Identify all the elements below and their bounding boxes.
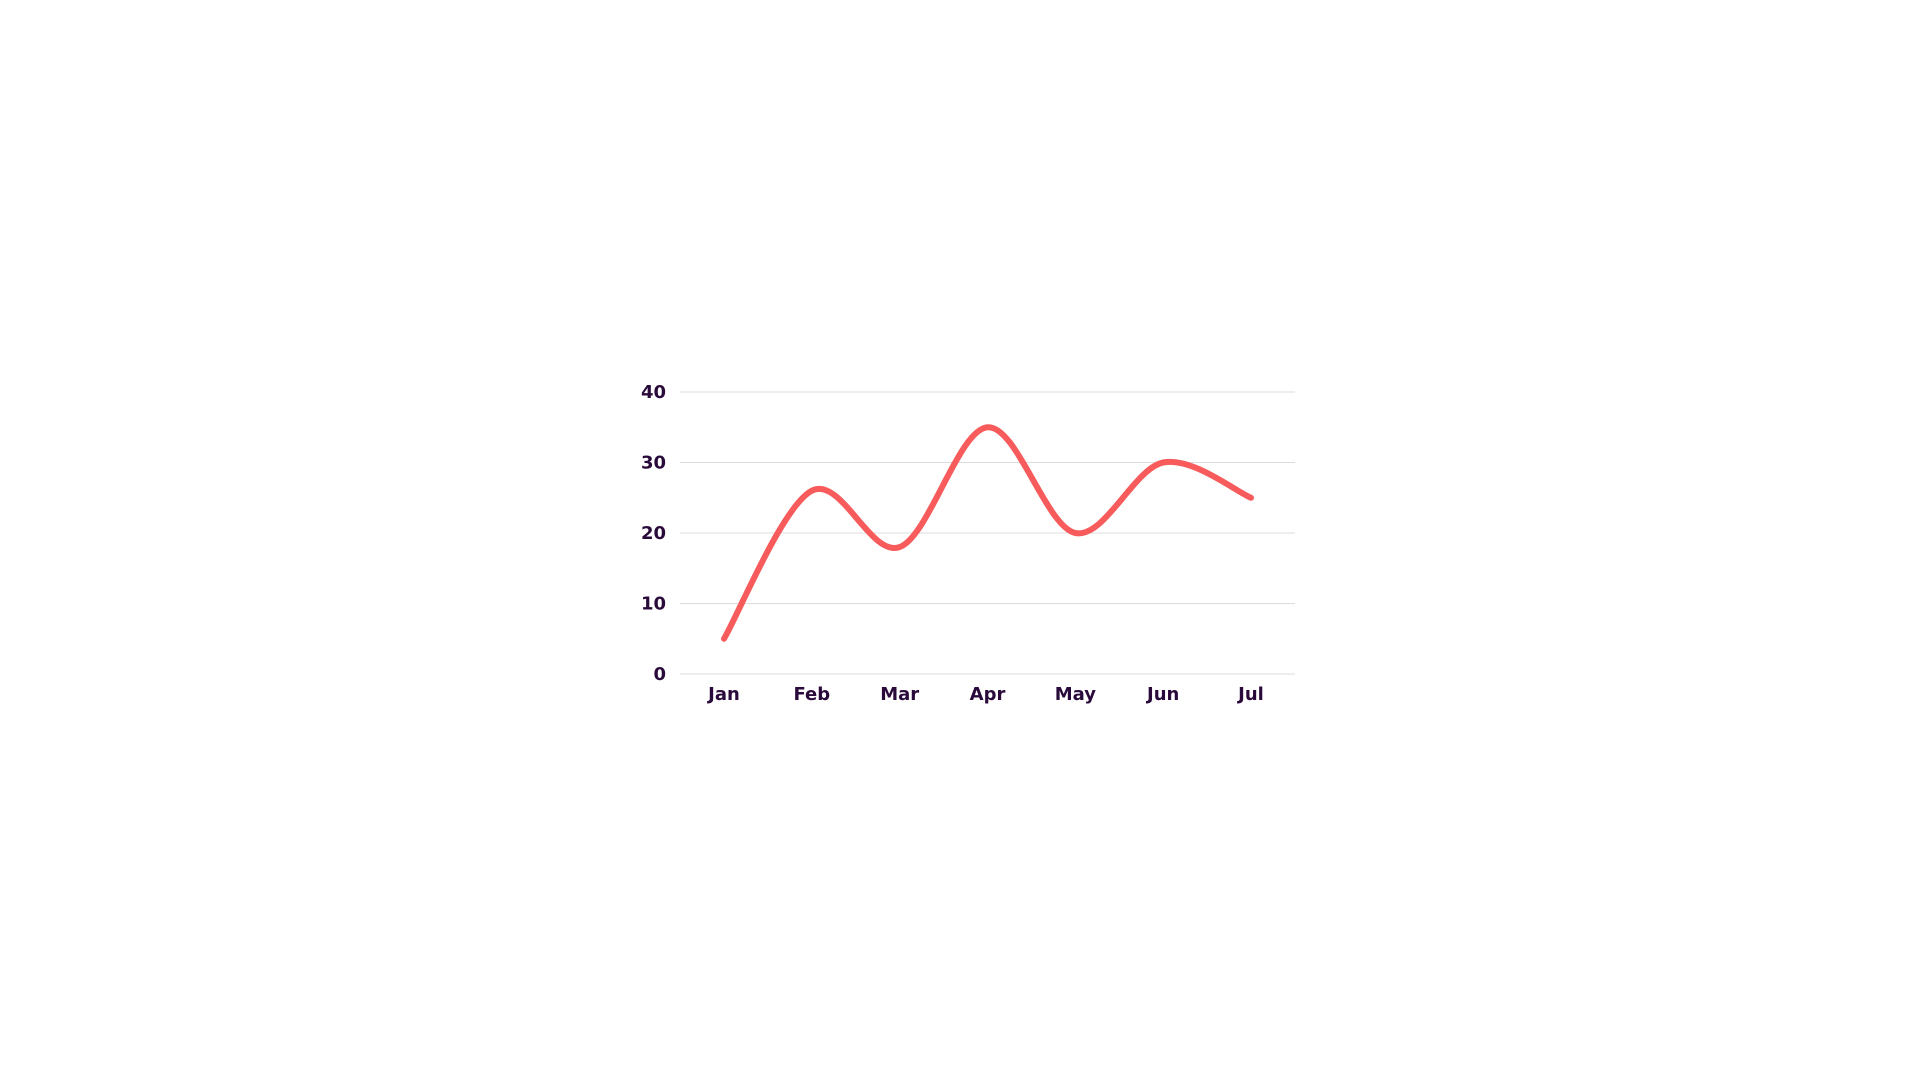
x-tick-label: Feb bbox=[793, 684, 830, 705]
x-tick-label: Jul bbox=[1236, 684, 1264, 705]
y-tick-label: 40 bbox=[641, 382, 666, 403]
x-tick-label: Jun bbox=[1145, 684, 1179, 705]
x-tick-label: Mar bbox=[880, 684, 919, 705]
series-line-0 bbox=[721, 424, 1254, 642]
y-tick-label: 10 bbox=[641, 594, 666, 615]
y-tick-label: 30 bbox=[641, 453, 666, 474]
series-layer bbox=[721, 424, 1254, 642]
x-axis: Jan Feb Mar Apr May Jun Jul bbox=[706, 684, 1264, 705]
x-tick-label: Apr bbox=[970, 684, 1006, 705]
y-tick-label: 20 bbox=[641, 523, 666, 544]
grid-lines bbox=[680, 391, 1295, 675]
y-axis: 0 10 20 30 40 bbox=[641, 382, 666, 685]
x-tick-label: Jan bbox=[706, 684, 740, 705]
x-tick-label: May bbox=[1055, 684, 1097, 705]
y-tick-label: 0 bbox=[653, 664, 666, 685]
